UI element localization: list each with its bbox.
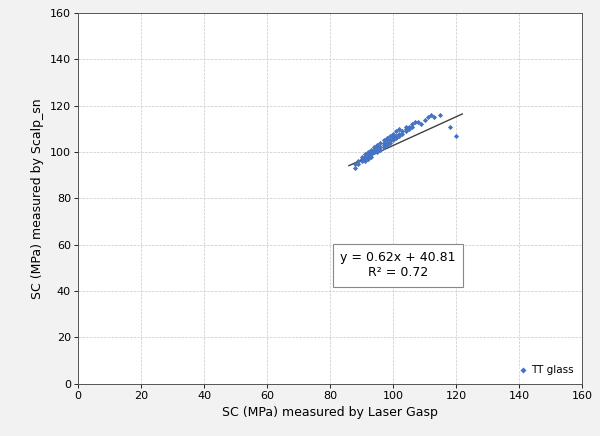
Point (382, 142, 392, 149)
Point (360, 156, 370, 163)
Point (379, 140, 388, 146)
Point (423, 114, 433, 121)
Point (388, 133, 398, 140)
Point (360, 153, 370, 160)
Point (350, 160, 360, 167)
Point (353, 160, 363, 167)
Point (410, 119, 420, 126)
Point (376, 146, 385, 153)
Point (436, 112, 445, 119)
Point (445, 123, 455, 130)
Point (373, 146, 382, 153)
Point (429, 114, 439, 121)
Point (395, 133, 404, 140)
Point (376, 144, 385, 151)
Point (357, 153, 367, 160)
Point (385, 133, 395, 140)
Point (451, 133, 461, 140)
Point (363, 156, 373, 163)
Point (379, 144, 388, 151)
Legend: TT glass: TT glass (515, 362, 577, 378)
Y-axis label: SC (MPa) measured by Scalp_sn: SC (MPa) measured by Scalp_sn (31, 98, 44, 299)
X-axis label: SC (MPa) measured by Laser Gasp: SC (MPa) measured by Laser Gasp (222, 406, 438, 419)
Point (353, 158, 363, 165)
Point (391, 133, 401, 140)
Point (363, 151, 373, 158)
Point (398, 128, 407, 135)
Point (379, 142, 388, 149)
Point (363, 149, 373, 156)
Point (401, 126, 410, 133)
Point (360, 151, 370, 158)
Point (373, 142, 382, 149)
Point (404, 123, 413, 130)
Point (373, 149, 382, 156)
Point (370, 144, 379, 151)
Point (407, 121, 417, 128)
Point (366, 149, 376, 156)
Point (413, 119, 423, 126)
Point (370, 146, 379, 153)
Point (388, 135, 398, 142)
Point (382, 137, 392, 144)
Point (401, 128, 410, 135)
Point (379, 137, 388, 144)
Point (426, 112, 436, 119)
Point (385, 140, 395, 146)
Point (398, 130, 407, 137)
Point (350, 165, 360, 172)
Text: y = 0.62x + 40.81
R² = 0.72: y = 0.62x + 40.81 R² = 0.72 (340, 251, 456, 279)
Point (388, 130, 398, 137)
Point (382, 135, 392, 142)
Point (357, 156, 367, 163)
Point (385, 137, 395, 144)
Point (366, 153, 376, 160)
Point (370, 149, 379, 156)
Point (373, 144, 382, 151)
Point (395, 126, 404, 133)
Point (376, 140, 385, 146)
Point (366, 151, 376, 158)
Point (382, 140, 392, 146)
Point (420, 116, 430, 123)
Point (388, 137, 398, 144)
Point (391, 135, 401, 142)
Point (401, 123, 410, 130)
Point (357, 158, 367, 165)
Point (416, 121, 426, 128)
Point (391, 128, 401, 135)
Point (404, 126, 413, 133)
Point (366, 146, 376, 153)
Point (363, 153, 373, 160)
Point (360, 158, 370, 165)
Point (395, 130, 404, 137)
Point (407, 123, 417, 130)
